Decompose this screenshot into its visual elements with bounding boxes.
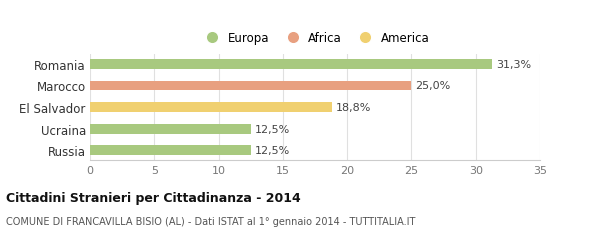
Text: 31,3%: 31,3% — [496, 60, 532, 70]
Bar — [90, 103, 332, 112]
Bar — [90, 60, 493, 69]
Text: Cittadini Stranieri per Cittadinanza - 2014: Cittadini Stranieri per Cittadinanza - 2… — [6, 192, 301, 204]
Legend: Europa, Africa, America: Europa, Africa, America — [198, 29, 432, 47]
Bar — [90, 124, 251, 134]
Text: 18,8%: 18,8% — [335, 103, 371, 113]
Text: COMUNE DI FRANCAVILLA BISIO (AL) - Dati ISTAT al 1° gennaio 2014 - TUTTITALIA.IT: COMUNE DI FRANCAVILLA BISIO (AL) - Dati … — [6, 216, 415, 226]
Text: 25,0%: 25,0% — [415, 81, 451, 91]
Bar — [90, 146, 251, 155]
Text: 12,5%: 12,5% — [254, 124, 290, 134]
Text: 12,5%: 12,5% — [254, 146, 290, 156]
Bar — [90, 81, 412, 91]
